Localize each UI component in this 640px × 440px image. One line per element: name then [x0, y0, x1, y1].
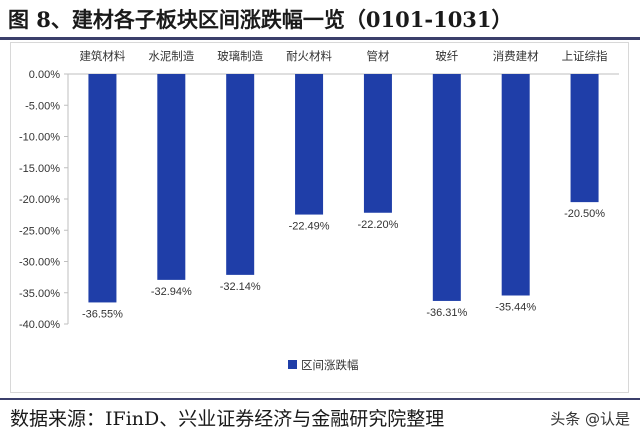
y-tick-label: 0.00%: [29, 69, 60, 81]
bar-1: [88, 74, 117, 303]
legend-label: 区间涨跌幅: [301, 358, 359, 372]
y-tick-label: -30.00%: [19, 257, 60, 269]
bar-chart: 0.00% -5.00% -10.00% -15.00% -20.00% -25.00% -…: [19, 49, 619, 372]
bar-value-label: -32.94%: [151, 286, 192, 298]
y-tick-label: -10.00%: [19, 132, 60, 144]
source-note: 数据来源：IFinD、兴业证券经济与金融研究院整理: [10, 408, 445, 430]
y-tick-label: -20.00%: [19, 194, 60, 206]
title-underline: [0, 37, 640, 40]
bar-6: [432, 74, 461, 301]
category-label: 消费建材: [493, 49, 539, 63]
y-tick-label: -25.00%: [19, 225, 60, 237]
watermark: 头条 @认是: [550, 410, 630, 428]
bar-value-label: -36.31%: [426, 307, 467, 319]
bar-3: [226, 74, 255, 275]
y-tick-label: -15.00%: [19, 163, 60, 175]
y-tick-label: -35.00%: [19, 288, 60, 300]
y-tick-label: -40.00%: [19, 319, 60, 331]
bar-value-label: -35.44%: [495, 302, 536, 314]
bar-4: [295, 74, 324, 215]
bar-2: [157, 74, 186, 280]
y-tick-label: -5.00%: [25, 100, 60, 112]
category-label: 玻纤: [435, 50, 458, 63]
bar-7: [501, 74, 530, 296]
bar-5: [363, 74, 392, 213]
category-label: 建筑材料: [79, 49, 125, 63]
bar-value-label: -22.20%: [357, 219, 398, 231]
bar-value-label: -32.14%: [220, 281, 261, 293]
category-label: 耐火材料: [286, 49, 332, 63]
bar-value-label: -20.50%: [564, 208, 605, 220]
figure-title: 图 8、建材各子板块区间涨跌幅一览（0101-1031）: [8, 7, 513, 32]
bar-value-label: -22.49%: [289, 221, 330, 233]
category-label: 管材: [366, 49, 389, 63]
figure-title-bar: 图 8、建材各子板块区间涨跌幅一览（0101-1031）: [0, 0, 640, 38]
chart-frame: 0.00% -5.00% -10.00% -15.00% -20.00% -25.00% -…: [10, 42, 629, 393]
bar-value-label: -36.55%: [82, 308, 123, 320]
bar-8: [570, 74, 599, 203]
category-label: 上证综指: [562, 49, 608, 63]
legend-swatch: [288, 360, 297, 369]
category-label: 玻璃制造: [217, 49, 263, 63]
category-label: 水泥制造: [148, 49, 194, 63]
source-rule: [0, 398, 640, 400]
